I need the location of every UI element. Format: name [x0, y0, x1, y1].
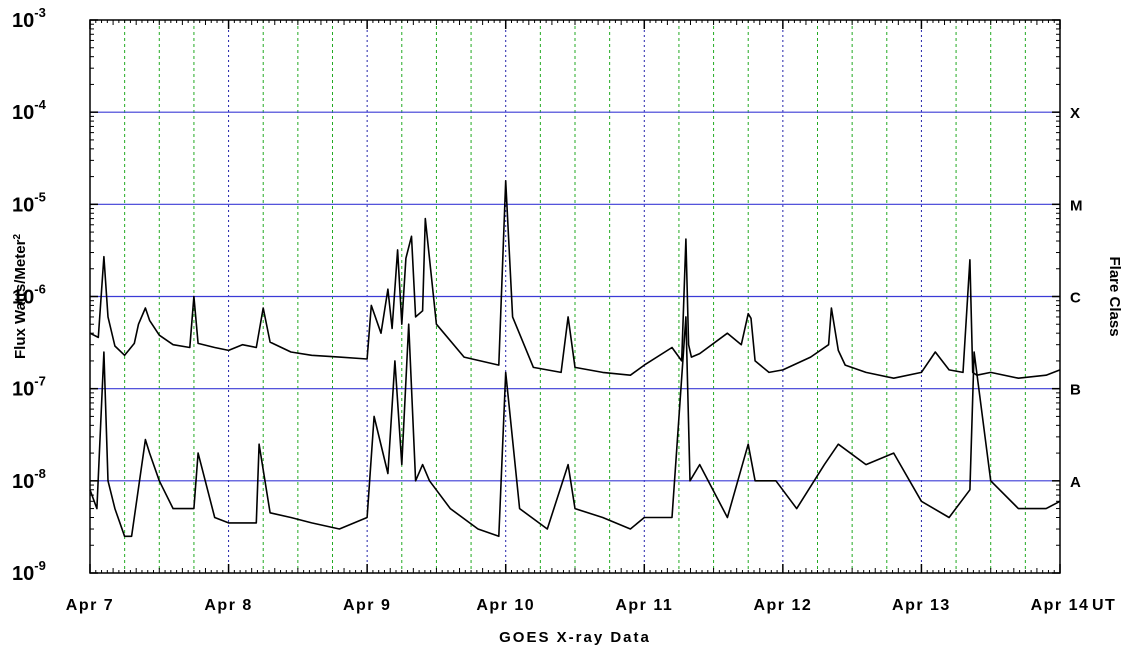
flux-series-short: [89, 316, 1061, 538]
flare-class-label: A: [1070, 474, 1081, 491]
flux-series-long: [89, 180, 1061, 380]
right-axis-label: Flare Class: [1106, 256, 1123, 336]
x-tick-label: Apr 8: [204, 597, 252, 614]
flare-class-label: B: [1070, 382, 1081, 399]
x-tick-label: Apr 13: [892, 597, 951, 614]
flux-series-layer: [89, 180, 1061, 538]
y-tick-label: 10-6: [12, 282, 46, 309]
x-tick-label: Apr 14: [1031, 597, 1090, 614]
flare-class-lines: A B C M X: [90, 105, 1083, 491]
y-axis-label-exp: 2: [12, 234, 23, 240]
flare-class-label: M: [1070, 197, 1083, 214]
x-tick-label: Apr 9: [343, 597, 391, 614]
y-tick-label: 10-8: [12, 466, 46, 493]
x-axis-label: GOES X-ray Data: [499, 629, 651, 646]
y-tick-label: 10-5: [12, 189, 46, 216]
flare-class-label: X: [1070, 105, 1080, 122]
x-tick-label: Apr 12: [753, 597, 812, 614]
y-tick-label: 10-3: [12, 5, 46, 32]
x-tick-label: Apr 7: [66, 597, 114, 614]
x-tick-label: Apr 11: [615, 597, 673, 614]
y-axis-label-base: Flux Watts/Meter: [12, 239, 29, 359]
y-tick-label: 10-7: [12, 374, 46, 401]
y-tick-label: 10-9: [12, 558, 46, 585]
axis-layer: 10-9 10-8 10-7 10-6 10-5 10-4 10-3 Apr 7 Apr 8 Ap…: [12, 5, 1090, 614]
flare-class-label: C: [1070, 290, 1081, 307]
x-tick-label: Apr 10: [476, 597, 535, 614]
y-axis-label: Flux Watts/Meter2: [12, 234, 30, 359]
x-axis-unit-label: UT: [1092, 597, 1116, 614]
y-tick-label: 10-4: [12, 97, 47, 124]
